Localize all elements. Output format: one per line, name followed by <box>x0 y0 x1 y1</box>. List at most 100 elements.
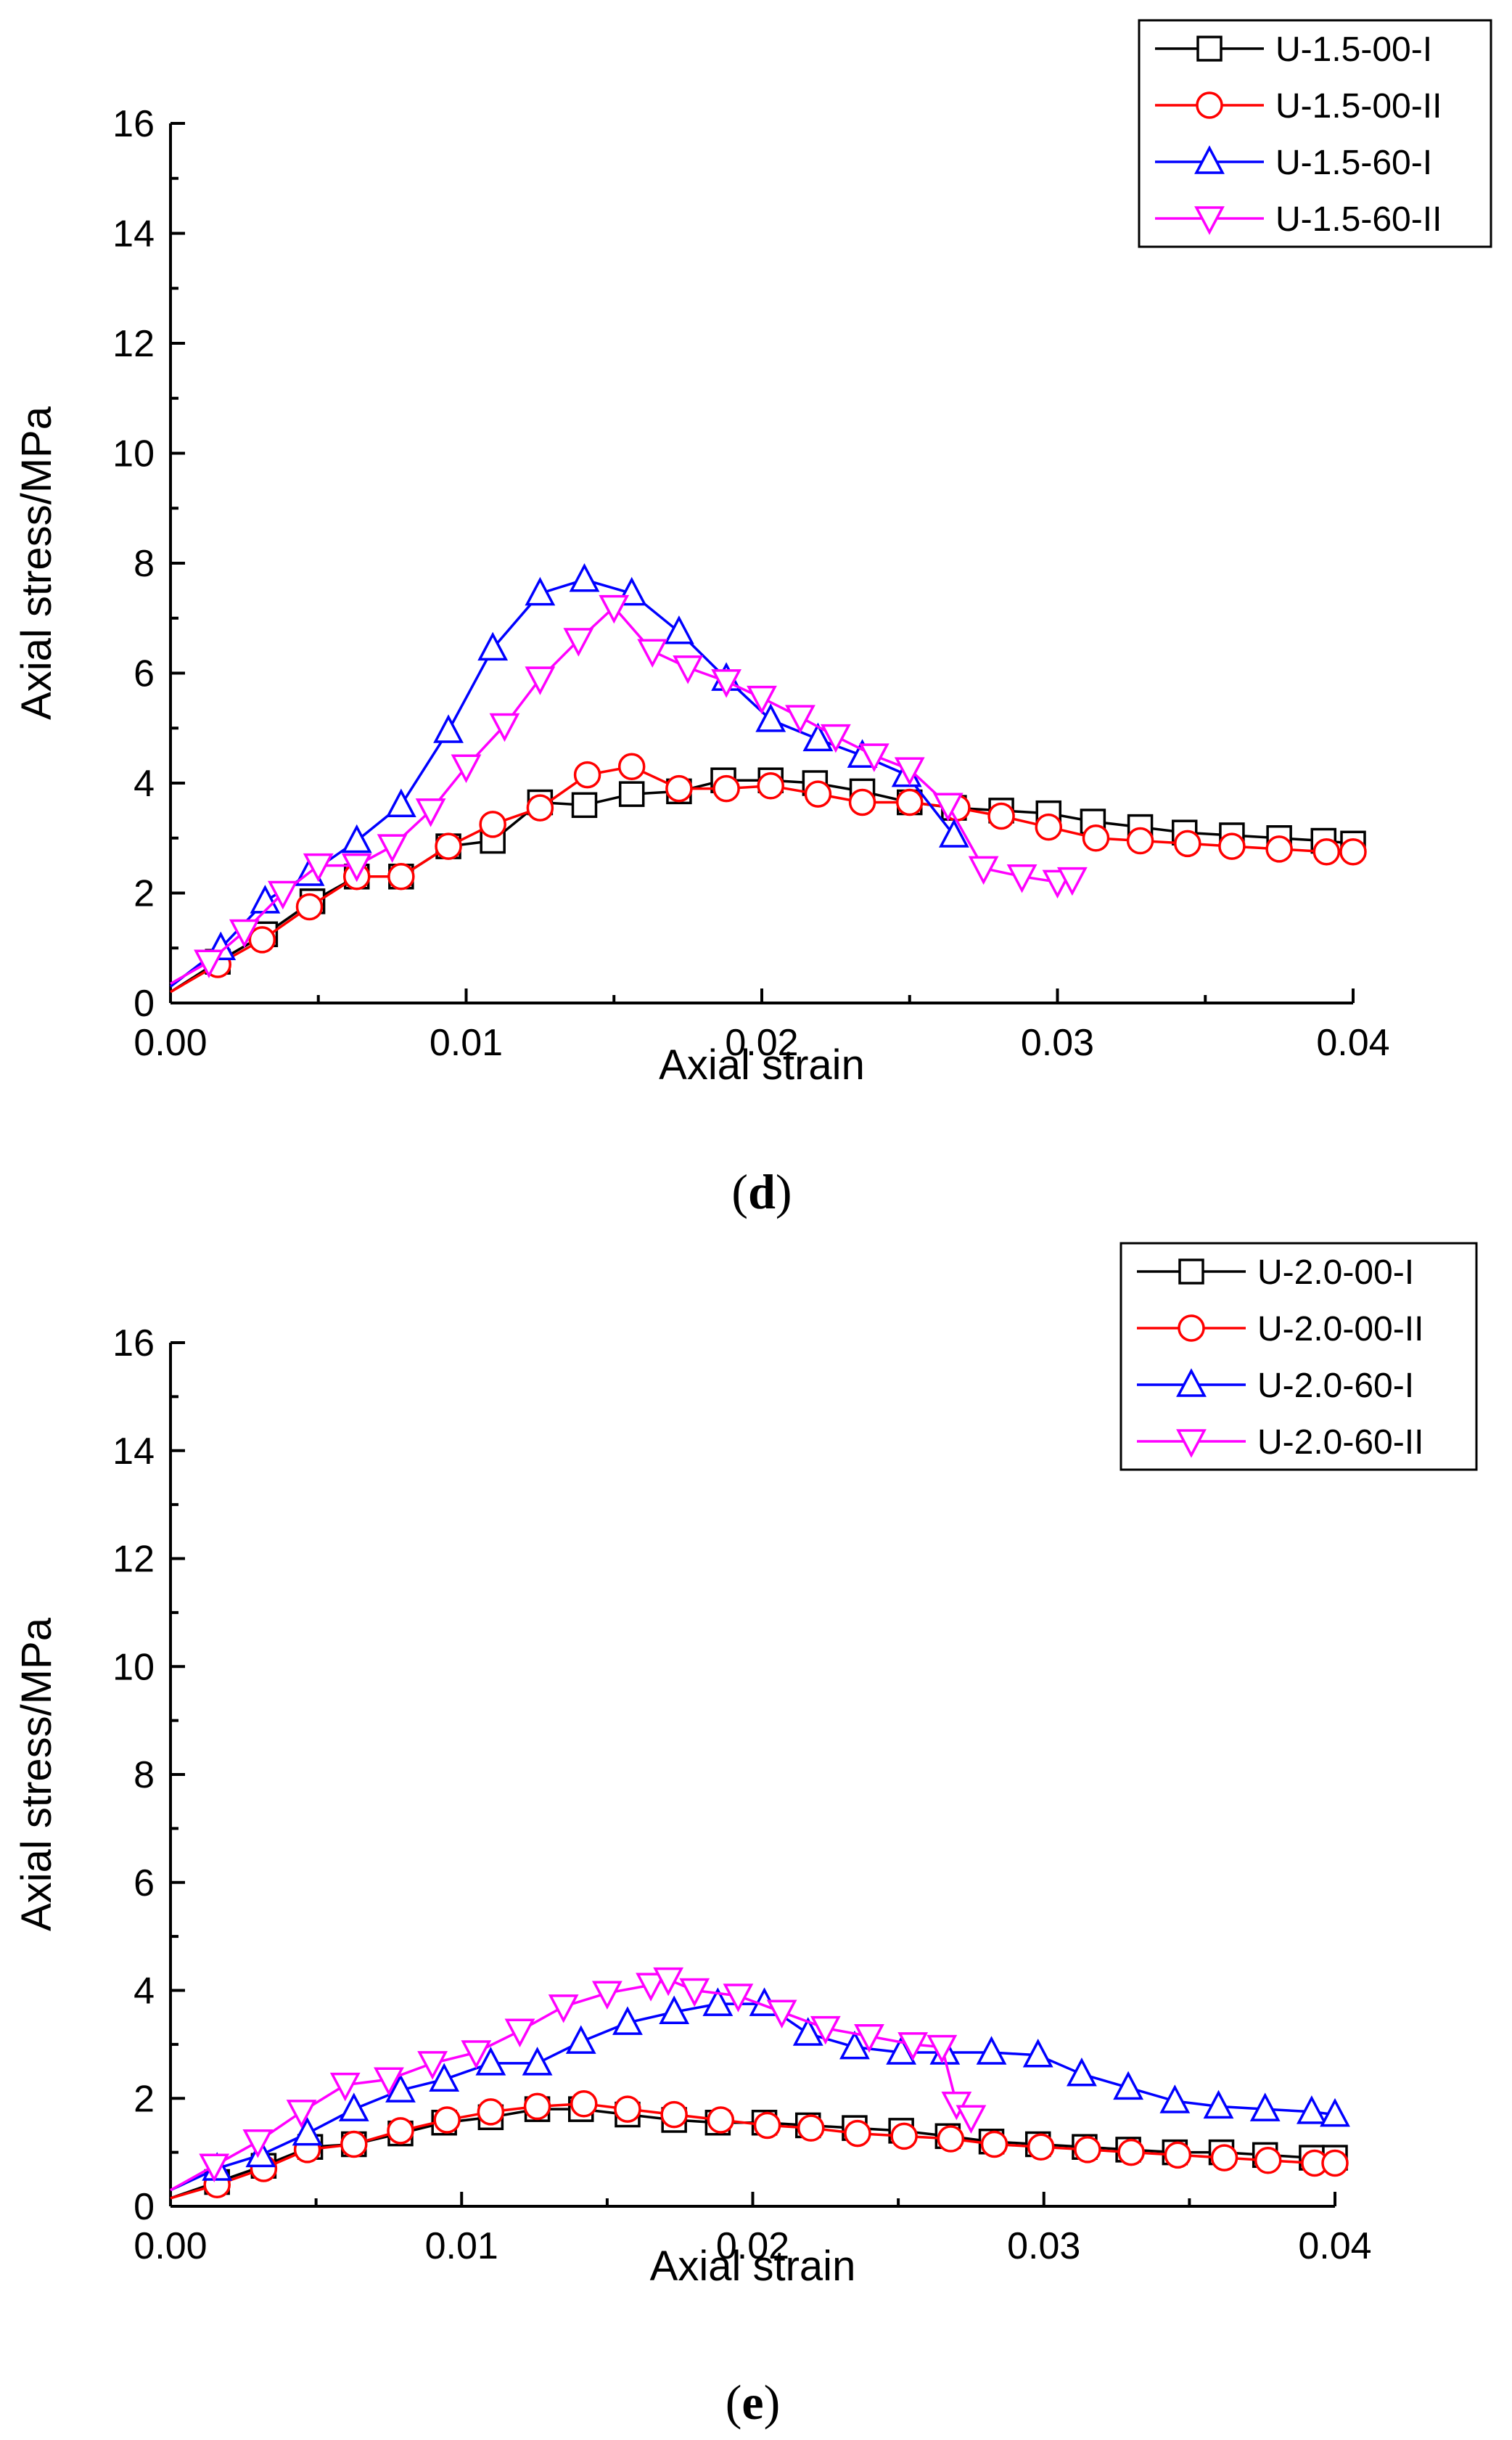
y-axis-title: Axial stress/MPa <box>13 1617 60 1931</box>
y-tick-label: 8 <box>133 1754 155 1796</box>
data-point <box>1218 832 1246 860</box>
data-point <box>461 2040 492 2069</box>
data-point <box>526 794 554 822</box>
data-point <box>897 2032 929 2061</box>
x-tick-label: 0.01 <box>430 1022 503 1064</box>
data-point <box>385 2073 416 2103</box>
legend-marker <box>1196 91 1223 119</box>
data-point <box>1035 813 1063 841</box>
data-point <box>417 2051 448 2080</box>
legend-label: U-2.0-00-II <box>1257 1310 1423 1348</box>
legend-label: U-1.5-60-I <box>1275 144 1432 182</box>
data-point <box>1082 824 1110 852</box>
legend-entry: U-2.0-00-I <box>1137 1253 1414 1292</box>
data-point <box>636 1973 666 2002</box>
data-point <box>245 2138 276 2168</box>
data-point <box>477 631 509 661</box>
data-point <box>479 811 506 838</box>
data-point <box>665 774 693 803</box>
data-point <box>338 2092 369 2121</box>
legend: U-1.5-00-I U-1.5-00-II U-1.5-60-I U-1.5-60-… <box>1138 19 1492 248</box>
y-tick-label: 12 <box>112 1539 155 1581</box>
data-point <box>707 2106 735 2134</box>
y-tick-label: 4 <box>133 1970 155 2013</box>
legend-marker <box>1196 36 1223 62</box>
series-U-1.5-00-II <box>170 753 1367 994</box>
legend-entry: U-2.0-00-II <box>1137 1310 1423 1348</box>
x-tick-label: 0.03 <box>1021 1022 1094 1064</box>
legend-marker <box>1178 1314 1205 1342</box>
data-point <box>956 2105 987 2134</box>
data-point <box>242 2129 274 2158</box>
data-point <box>660 2100 688 2129</box>
data-point <box>711 669 742 698</box>
y-tick-label: 10 <box>112 1646 155 1688</box>
data-point <box>673 655 704 684</box>
data-point <box>387 2117 414 2145</box>
x-axis-title: Axial strain <box>659 1041 865 1089</box>
data-point <box>712 774 740 803</box>
data-point <box>802 722 834 752</box>
data-point <box>1265 835 1293 863</box>
data-point <box>1074 2136 1101 2163</box>
data-point <box>303 853 334 883</box>
data-point <box>504 2018 535 2048</box>
data-point <box>433 714 464 743</box>
data-point <box>385 788 416 818</box>
y-tick-label: 2 <box>133 2078 155 2120</box>
data-point <box>548 1994 579 2023</box>
data-point <box>429 2063 460 2092</box>
data-point <box>1339 838 1367 866</box>
y-axis-title: Axial stress/MPa <box>13 406 60 720</box>
data-point <box>475 2047 506 2076</box>
data-point <box>341 824 372 853</box>
data-point <box>968 856 999 885</box>
data-point <box>1113 2071 1144 2100</box>
data-point <box>570 2089 598 2118</box>
data-point <box>489 713 520 742</box>
data-point <box>1321 2149 1349 2177</box>
y-tick-label: 14 <box>112 213 155 255</box>
data-point <box>854 2023 884 2053</box>
x-tick-label: 0.04 <box>1298 2225 1371 2267</box>
legend-label: U-2.0-00-I <box>1257 1253 1414 1292</box>
data-point <box>477 2098 505 2126</box>
data-point <box>617 753 646 781</box>
legend-marker <box>1178 1258 1204 1285</box>
data-point <box>792 2017 823 2046</box>
y-tick-label: 12 <box>112 323 155 365</box>
data-point <box>377 834 408 863</box>
data-point <box>1320 2097 1350 2127</box>
data-point <box>571 792 598 819</box>
data-point <box>810 2015 841 2045</box>
legend-label: U-1.5-60-II <box>1275 200 1442 239</box>
data-point <box>194 949 224 978</box>
data-point <box>976 2036 1007 2065</box>
x-axis-title: Axial strain <box>650 2243 856 2290</box>
data-point <box>747 685 777 715</box>
data-point <box>723 1983 754 2013</box>
chart-panel-d: 0 2 4 6 8 10 12 14 16 0.00 0.01 0.02 0.03 0.04 Axial s… <box>13 19 1492 1219</box>
data-point <box>804 780 832 808</box>
legend-entry: U-2.0-60-II <box>1137 1423 1423 1462</box>
data-point <box>286 2100 317 2129</box>
data-point <box>1210 2144 1238 2171</box>
data-point <box>980 2130 1008 2158</box>
data-point <box>267 880 298 910</box>
y-tick-label: 6 <box>133 653 155 695</box>
data-point <box>1022 2039 1053 2068</box>
data-point <box>415 798 446 827</box>
legend-label: U-2.0-60-II <box>1257 1423 1423 1462</box>
data-point <box>522 2047 553 2076</box>
data-point <box>612 2006 643 2035</box>
data-point <box>229 919 260 949</box>
panel-label: (e) <box>726 2375 781 2430</box>
y-tick-label: 0 <box>133 2186 155 2228</box>
data-point <box>653 1967 684 1997</box>
legend-label: U-2.0-60-I <box>1257 1367 1414 1405</box>
data-point <box>523 2092 551 2121</box>
x-tick-label: 0.04 <box>1316 1022 1389 1064</box>
data-point <box>563 628 594 657</box>
data-point <box>663 615 694 644</box>
data-point <box>702 1987 734 2016</box>
